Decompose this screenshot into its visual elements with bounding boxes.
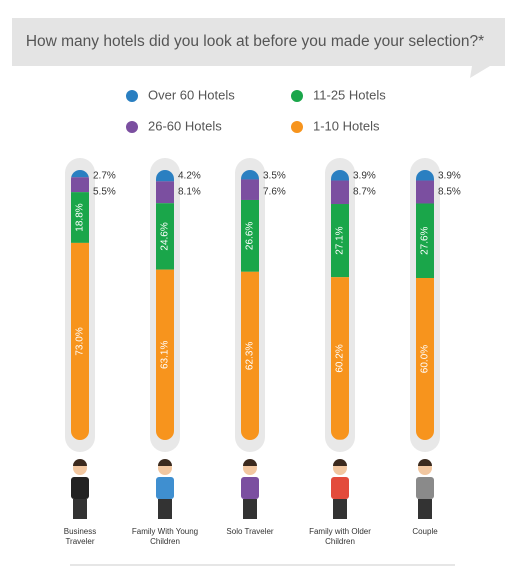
legend-label: Over 60 Hotels xyxy=(148,87,235,102)
category-label: Family With Young Children xyxy=(131,527,199,546)
bar-stack xyxy=(416,170,434,440)
value-label: 3.9% xyxy=(438,171,461,182)
bar-stack xyxy=(331,170,349,440)
title-banner xyxy=(12,18,505,78)
icon-legs xyxy=(243,499,257,519)
value-label: 3.9% xyxy=(353,171,376,182)
value-label: 4.2% xyxy=(178,171,201,182)
bar-segment xyxy=(331,204,349,278)
bar-segment xyxy=(156,181,174,204)
bar-segment xyxy=(156,203,174,270)
legend-label: 11-25 Hotels xyxy=(313,87,386,102)
icon-hair xyxy=(73,459,87,466)
person-icon xyxy=(416,459,434,519)
bar-segment xyxy=(156,269,174,440)
icon-hair xyxy=(418,459,432,466)
icon-hair xyxy=(158,459,172,466)
legend-swatch xyxy=(291,90,303,102)
icon-body xyxy=(156,477,174,499)
bar-segment xyxy=(331,170,349,181)
bar-segment xyxy=(71,242,89,440)
value-label: 3.5% xyxy=(263,171,286,182)
icon-legs xyxy=(73,499,87,519)
bar-segment xyxy=(241,179,259,200)
bar-segment xyxy=(331,277,349,440)
value-label: 27.6% xyxy=(420,226,431,254)
value-label: 8.1% xyxy=(178,187,201,198)
bar-segment xyxy=(71,192,89,243)
value-label: 24.6% xyxy=(160,222,171,250)
bar-segment xyxy=(331,180,349,205)
value-label: 26.6% xyxy=(245,222,256,250)
chart-title: How many hotels did you look at before y… xyxy=(26,33,484,50)
icon-hair xyxy=(333,459,347,466)
person-icon xyxy=(331,459,349,519)
category-label: Solo Traveler xyxy=(226,527,274,536)
icon-legs xyxy=(418,499,432,519)
bar-stack xyxy=(241,170,259,440)
legend-swatch xyxy=(291,121,303,133)
bar-segment xyxy=(241,170,259,180)
category-label: Family with Older Children xyxy=(309,527,371,546)
bar-stack xyxy=(156,170,174,440)
category-label: Business Traveler xyxy=(63,527,97,546)
category-label: Couple xyxy=(412,527,438,536)
bar-segment xyxy=(71,177,89,193)
value-label: 7.6% xyxy=(263,187,286,198)
icon-body xyxy=(416,477,434,499)
icon-body xyxy=(241,477,259,499)
icon-body xyxy=(331,477,349,499)
icon-hair xyxy=(243,459,257,466)
value-label: 62.3% xyxy=(245,342,256,370)
value-label: 60.0% xyxy=(420,345,431,373)
value-label: 18.8% xyxy=(75,203,86,231)
bar-segment xyxy=(416,203,434,278)
value-label: 5.5% xyxy=(93,187,116,198)
value-label: 2.7% xyxy=(93,171,116,182)
icon-body xyxy=(71,477,89,499)
bar-stack xyxy=(71,170,89,440)
bar-segment xyxy=(71,170,89,178)
bar-segment xyxy=(156,170,174,182)
legend-swatch xyxy=(126,121,138,133)
bar-segment xyxy=(241,199,259,272)
legend-label: 1-10 Hotels xyxy=(313,118,380,133)
icon-legs xyxy=(158,499,172,519)
value-label: 73.0% xyxy=(75,327,86,355)
bar-segment xyxy=(241,271,259,440)
value-label: 60.2% xyxy=(335,344,346,372)
legend-swatch xyxy=(126,90,138,102)
bar-segment xyxy=(416,180,434,204)
person-icon xyxy=(241,459,259,519)
bar-segment xyxy=(416,278,434,440)
person-icon xyxy=(71,459,89,519)
legend-label: 26-60 Hotels xyxy=(148,118,222,133)
value-label: 63.1% xyxy=(160,341,171,369)
bar-segment xyxy=(416,170,434,181)
value-label: 27.1% xyxy=(335,226,346,254)
icon-legs xyxy=(333,499,347,519)
value-label: 8.5% xyxy=(438,187,461,198)
person-icon xyxy=(156,459,174,519)
value-label: 8.7% xyxy=(353,187,376,198)
